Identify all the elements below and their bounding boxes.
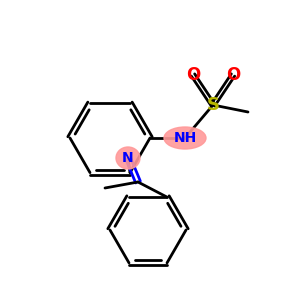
Ellipse shape xyxy=(116,147,140,169)
Text: O: O xyxy=(226,66,240,84)
Text: S: S xyxy=(206,96,220,114)
Text: N: N xyxy=(122,151,134,165)
Ellipse shape xyxy=(164,127,206,149)
Text: O: O xyxy=(186,66,200,84)
Text: NH: NH xyxy=(173,131,196,145)
